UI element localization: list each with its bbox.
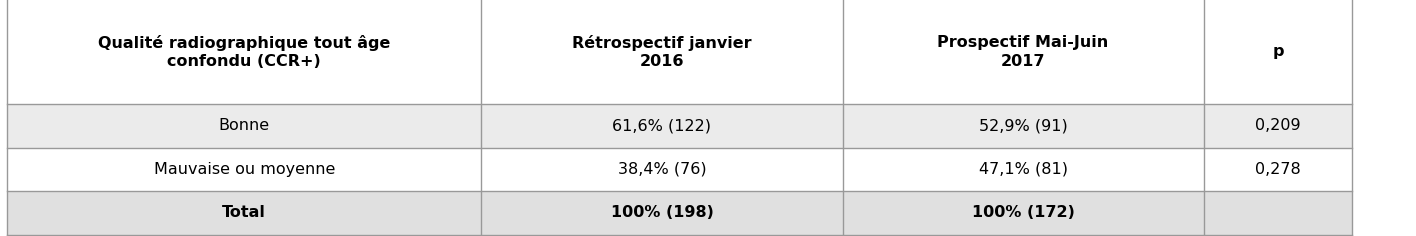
Text: Qualité radiographique tout âge
confondu (CCR+): Qualité radiographique tout âge confondu… [98,35,391,69]
Text: 47,1% (81): 47,1% (81) [978,162,1068,177]
Bar [7,0,1352,104]
Text: 0,278: 0,278 [1255,162,1301,177]
Text: 0,209: 0,209 [1255,118,1301,133]
Bar [7,191,1352,235]
Text: 38,4% (76): 38,4% (76) [617,162,707,177]
Text: Bonne: Bonne [218,118,270,133]
Text: Rétrospectif janvier
2016: Rétrospectif janvier 2016 [572,35,752,69]
Text: 52,9% (91): 52,9% (91) [978,118,1068,133]
Text: 100% (198): 100% (198) [610,206,714,220]
Text: Total: Total [222,206,266,220]
Bar [7,148,1352,191]
Text: 61,6% (122): 61,6% (122) [613,118,711,133]
Bar [7,104,1352,148]
Text: Mauvaise ou moyenne: Mauvaise ou moyenne [153,162,336,177]
Text: p: p [1272,44,1284,59]
Text: Prospectif Mai-Juin
2017: Prospectif Mai-Juin 2017 [937,35,1109,69]
Text: 100% (172): 100% (172) [971,206,1075,220]
